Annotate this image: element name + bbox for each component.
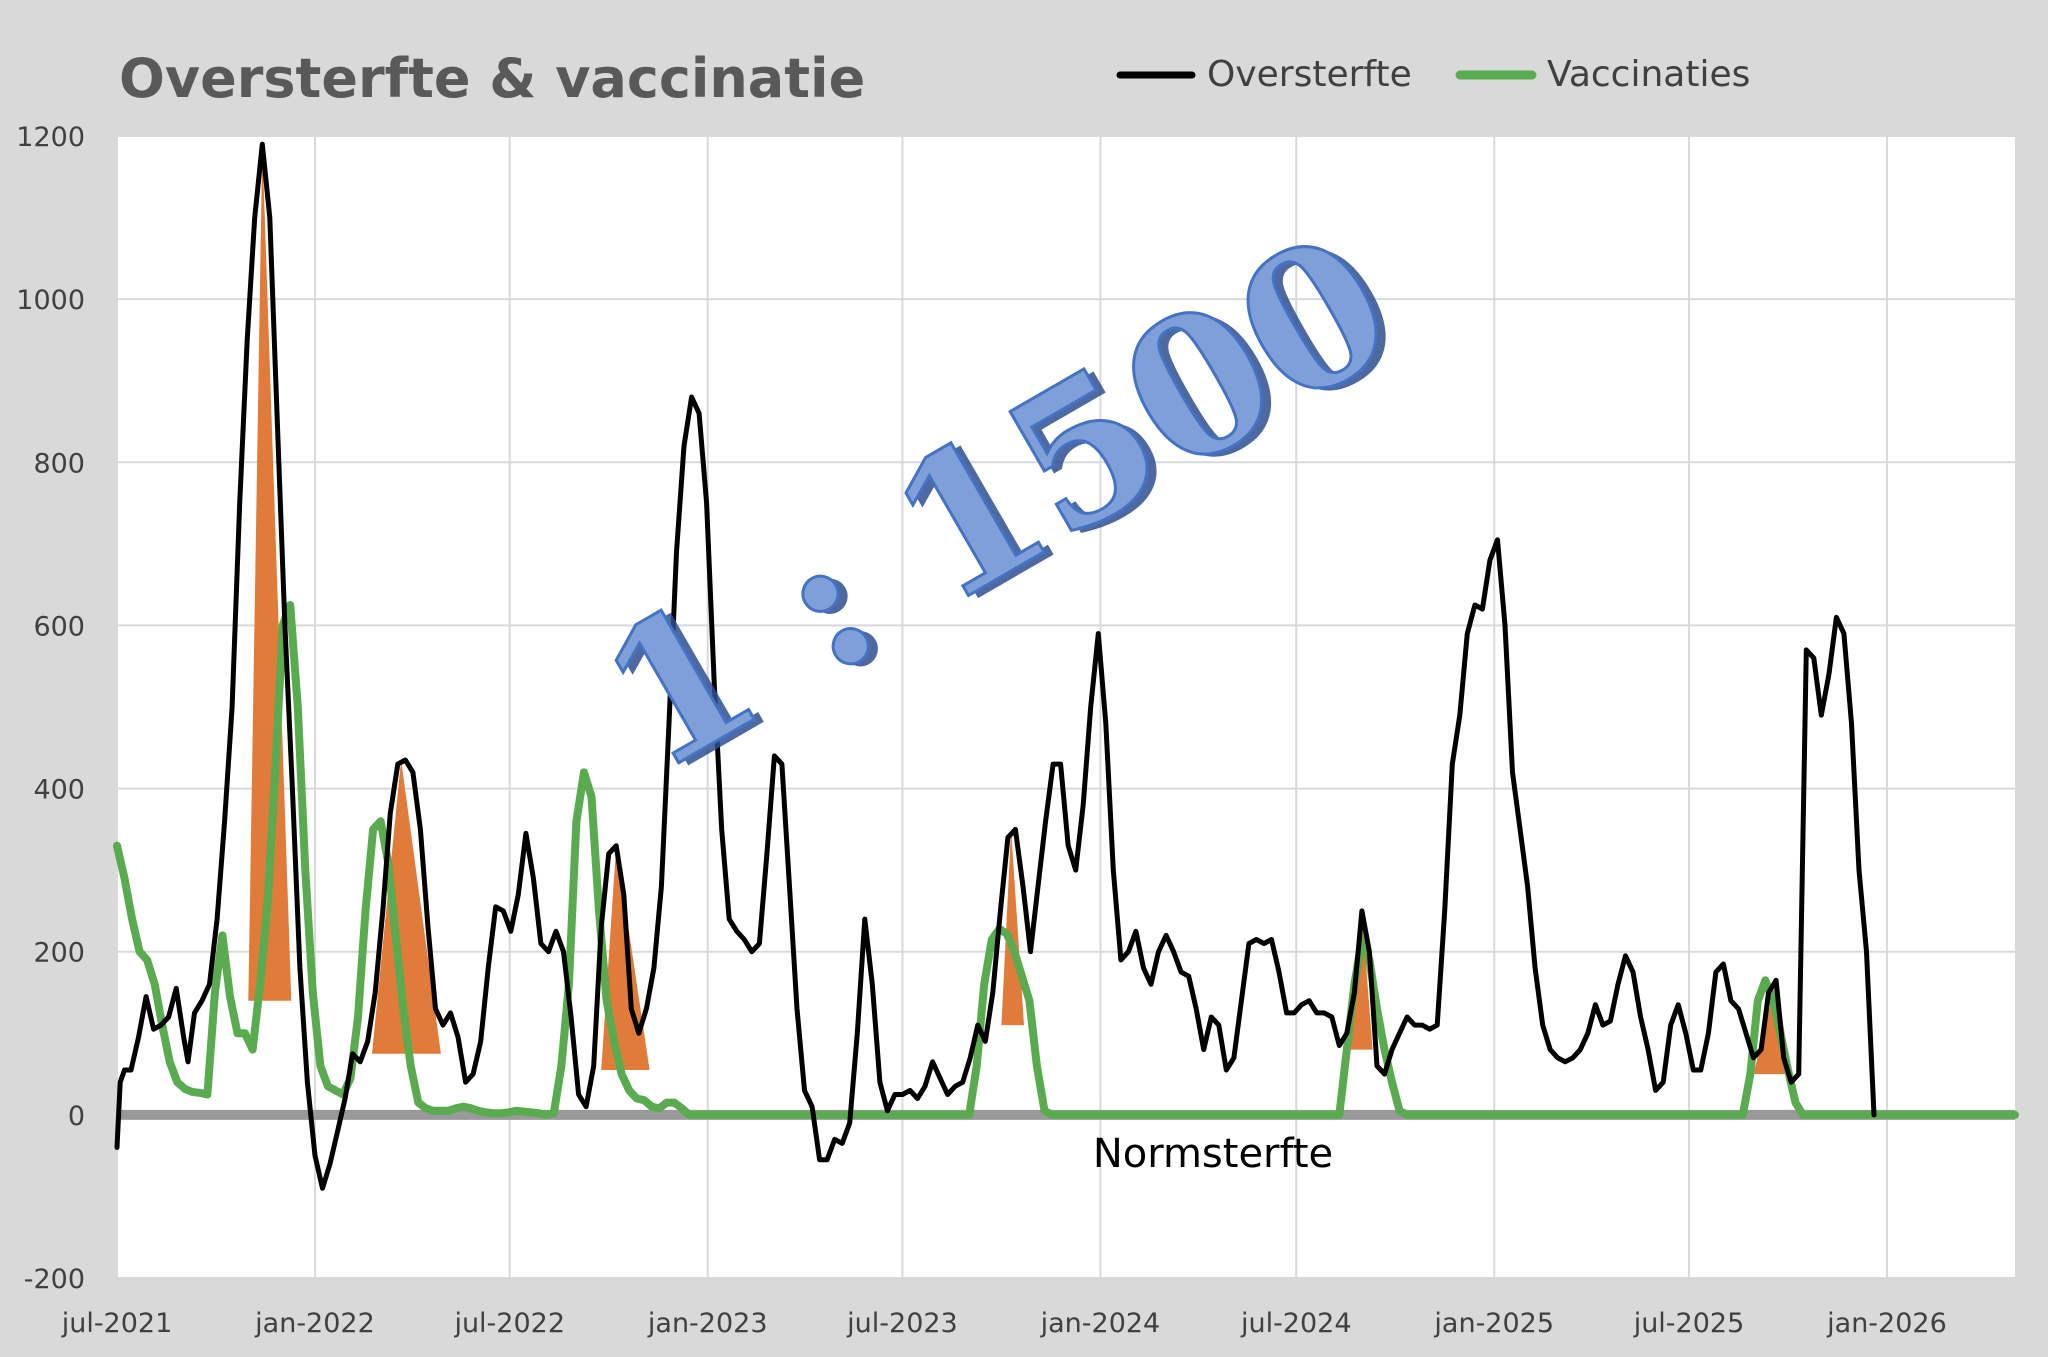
series-oversterfte-line	[114, 141, 1877, 1191]
y-tick-label: 1000	[16, 285, 85, 316]
x-tick-label: jul-2021	[61, 1308, 173, 1339]
x-tick-label: jan-2025	[1433, 1308, 1554, 1339]
legend-label-vaccinaties: Vaccinaties	[1547, 54, 1750, 95]
y-tick-label: 400	[33, 775, 85, 806]
y-tick-label: 1200	[16, 122, 85, 153]
x-tick-label: jul-2023	[846, 1308, 958, 1339]
y-tick-labels: 1200 1000 800 600 400 200 0 -200	[16, 122, 85, 1295]
normsterfte-label: Normsterfte	[1093, 1131, 1333, 1177]
shaded-region	[248, 144, 292, 1001]
y-tick-label: 0	[68, 1101, 85, 1132]
shaded-region	[372, 760, 441, 1054]
y-tick-label: 200	[33, 938, 85, 969]
y-tick-label: -200	[24, 1264, 85, 1295]
plot-area	[117, 136, 2015, 1278]
x-tick-labels: jul-2021 jan-2022 jul-2022 jan-2023 jul-2023…	[61, 1308, 1947, 1339]
legend-label-oversterfte: Oversterfte	[1207, 54, 1412, 95]
x-tick-label: jan-2023	[647, 1308, 768, 1339]
x-tick-label: jul-2025	[1633, 1308, 1745, 1339]
x-grid	[116, 136, 1888, 1278]
y-tick-label: 600	[33, 611, 85, 642]
x-tick-label: jan-2022	[254, 1308, 375, 1339]
shaded-region	[601, 845, 650, 1070]
chart-title: Oversterfte & vaccinatie	[119, 47, 865, 110]
legend: Oversterfte Vaccinaties	[1116, 54, 1750, 95]
x-tick-label: jan-2024	[1040, 1308, 1161, 1339]
x-tick-label: jul-2024	[1240, 1308, 1352, 1339]
x-tick-label: jul-2022	[453, 1308, 565, 1339]
y-tick-label: 800	[33, 448, 85, 479]
series-vaccinaties-line	[113, 601, 2019, 1119]
x-tick-label: jan-2026	[1826, 1308, 1947, 1339]
